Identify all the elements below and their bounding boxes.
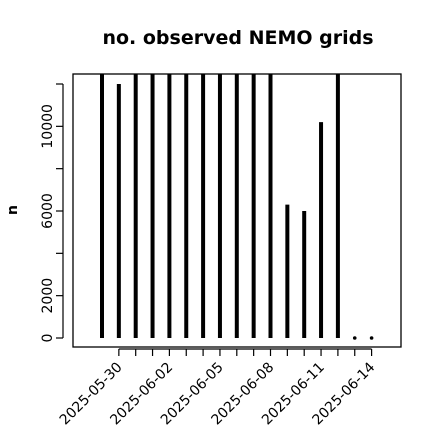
bar-2025-06-14 — [369, 336, 374, 340]
y-tick-label: 6000 — [40, 193, 56, 229]
bars — [100, 74, 374, 340]
bar-2025-06-13 — [352, 336, 357, 340]
y-axis-label: n — [5, 205, 21, 215]
x-axis: 2025-05-302025-06-022025-06-052025-06-08… — [57, 348, 378, 428]
y-tick-label: 0 — [40, 334, 56, 343]
chart-title: no. observed NEMO grids — [102, 27, 373, 49]
y-axis: 0 2000 6000 10000 — [40, 83, 64, 343]
y-tick-label: 2000 — [40, 278, 56, 314]
y-tick-label: 10000 — [40, 104, 56, 149]
